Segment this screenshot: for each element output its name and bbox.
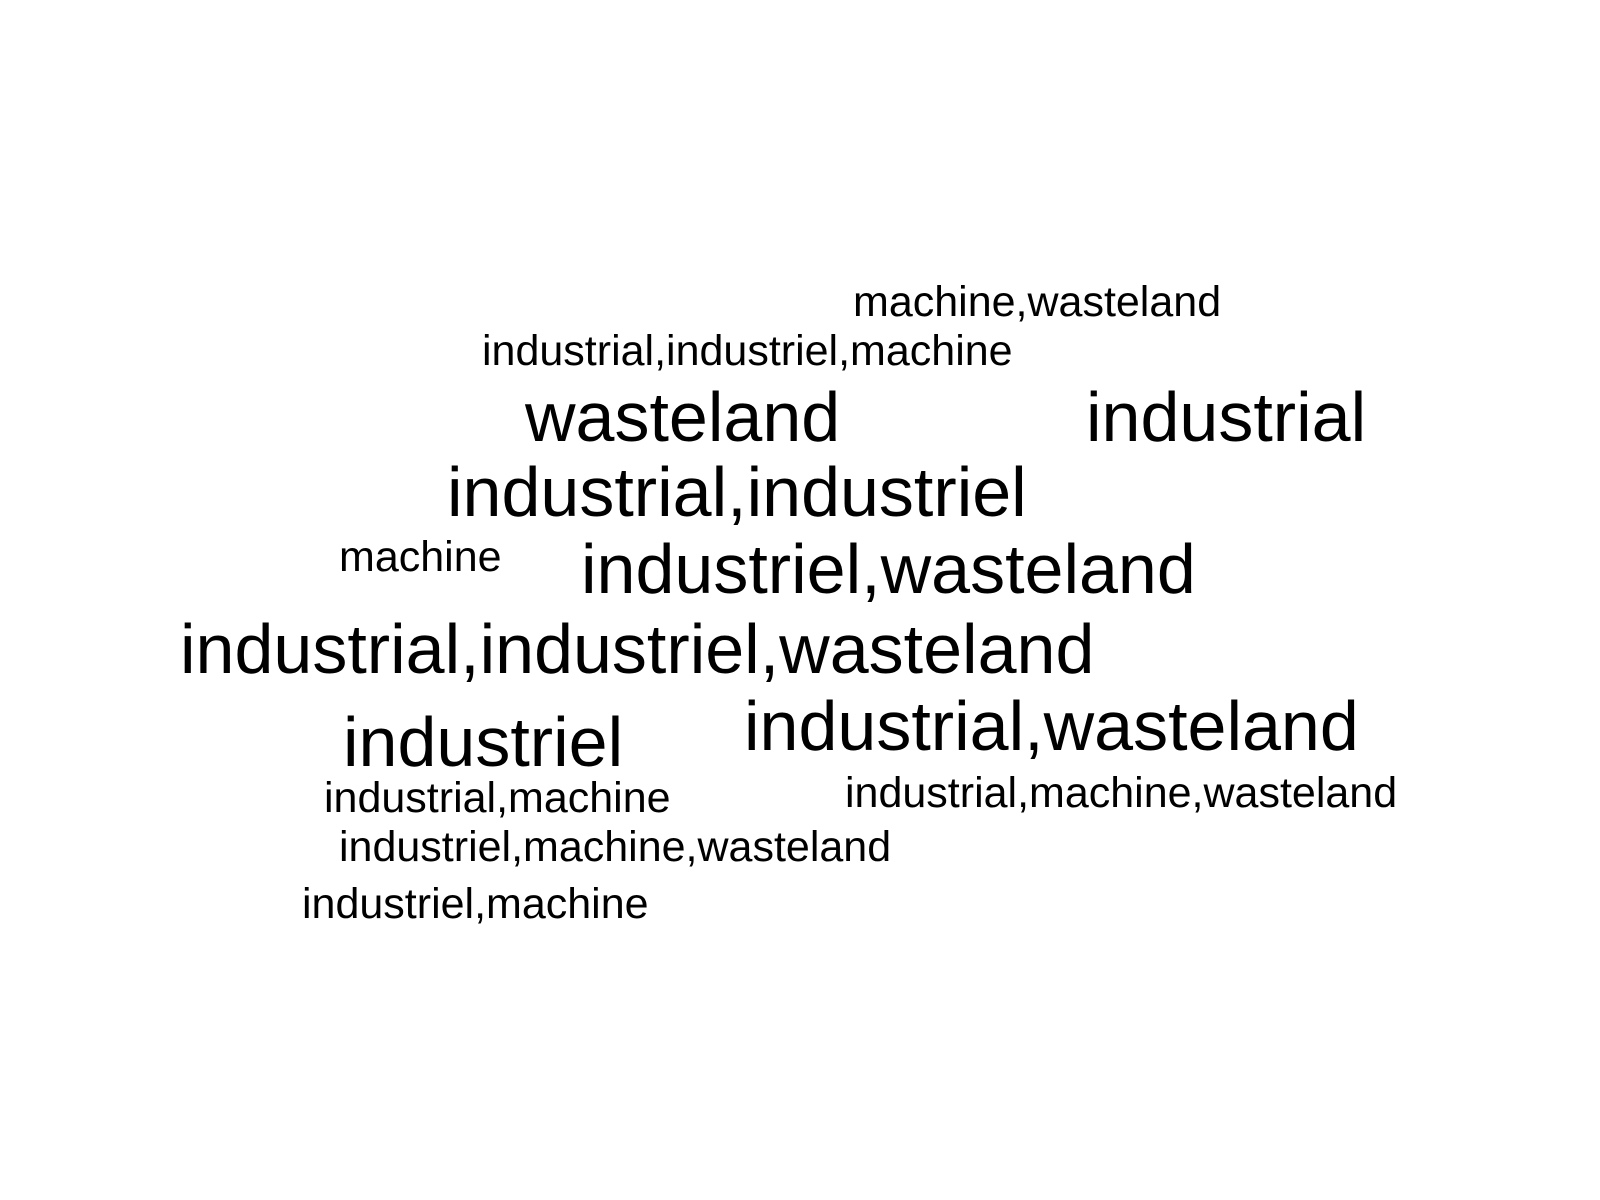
cloud-word: machine,wasteland <box>853 278 1222 326</box>
cloud-word: wasteland <box>525 378 841 456</box>
cloud-word: industrial,industriel,wasteland <box>180 610 1095 688</box>
cloud-word: machine <box>339 533 502 581</box>
cloud-word: industrial,wasteland <box>744 687 1359 765</box>
cloud-word: industrial,machine <box>324 774 671 822</box>
cloud-word: industriel,machine <box>302 880 649 928</box>
cloud-word: industriel,wasteland <box>581 530 1196 608</box>
cloud-word: industriel <box>343 703 624 781</box>
cloud-word: industrial,machine,wasteland <box>845 769 1398 817</box>
cloud-word: industriel,machine,wasteland <box>339 823 892 871</box>
cloud-word: industrial,industriel <box>447 453 1027 531</box>
cloud-word: industrial,industriel,machine <box>482 327 1013 375</box>
cloud-word: industrial <box>1086 378 1367 456</box>
